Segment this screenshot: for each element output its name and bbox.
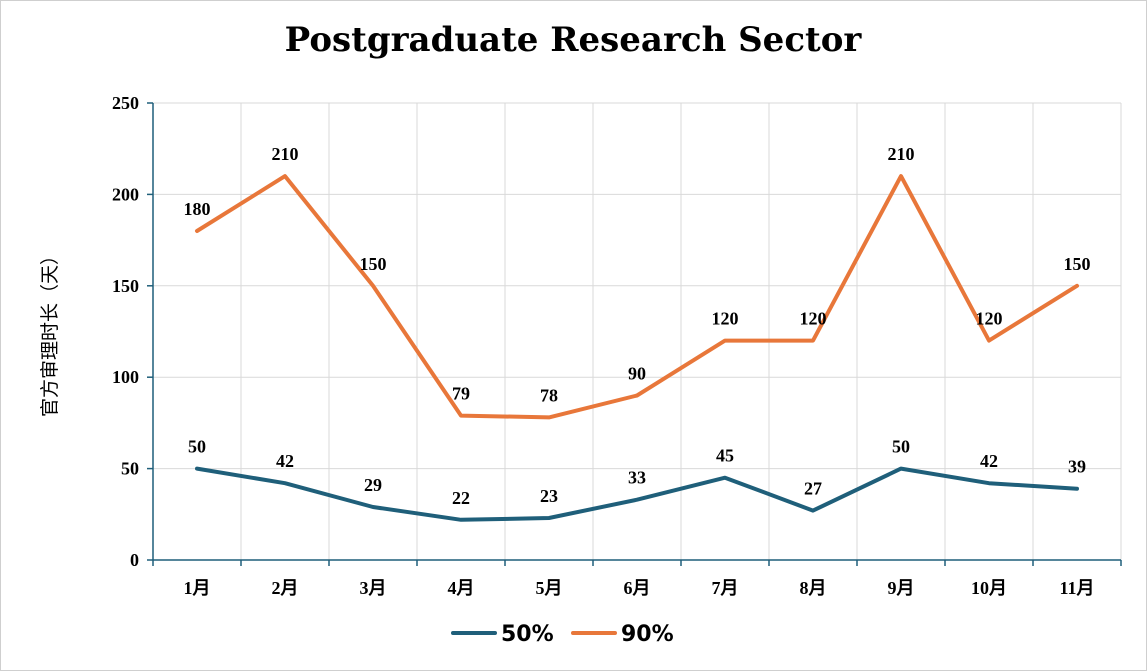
data-label: 120 <box>976 309 1003 329</box>
legend-label: 50% <box>501 622 554 647</box>
data-label: 120 <box>712 309 739 329</box>
axes <box>147 102 1122 566</box>
data-label: 150 <box>360 254 387 274</box>
gridlines <box>153 102 1122 560</box>
data-label: 90 <box>628 363 646 383</box>
legend-label: 90% <box>621 622 674 647</box>
y-tick-label: 100 <box>112 367 139 387</box>
y-tick-label: 150 <box>112 276 139 296</box>
y-tick-label: 250 <box>112 93 139 113</box>
y-tick-label: 50 <box>121 459 139 479</box>
data-labels: 50 42 29 22 23 33 45 27 50 42 39 180 210 150 79 78 90 120… <box>184 144 1091 508</box>
y-tick-label: 200 <box>112 184 139 204</box>
data-label: 27 <box>804 479 822 499</box>
x-tick-label: 2月 <box>272 578 299 598</box>
x-tick-label: 6月 <box>624 578 651 598</box>
data-label: 22 <box>452 488 470 508</box>
legend: 50% 90% <box>451 622 674 647</box>
y-tick-label: 0 <box>130 550 139 570</box>
x-tick-label: 8月 <box>800 578 827 598</box>
chart-title: Postgraduate Research Sector <box>285 20 863 60</box>
x-tick-label: 10月 <box>971 578 1007 598</box>
y-axis-label: 官方审理时长（天） <box>39 246 61 417</box>
x-tick-label: 3月 <box>360 578 387 598</box>
data-label: 42 <box>276 451 294 471</box>
x-tick-label: 11月 <box>1059 578 1094 598</box>
data-label: 180 <box>184 199 211 219</box>
data-label: 50 <box>892 437 910 457</box>
data-label: 50 <box>188 437 206 457</box>
series-lines <box>195 174 1079 522</box>
x-tick-label: 9月 <box>888 578 915 598</box>
series-line-1 <box>195 466 1079 522</box>
x-tick-label: 7月 <box>712 578 739 598</box>
data-label: 29 <box>364 475 382 495</box>
x-tick-label: 1月 <box>184 578 211 598</box>
data-label: 150 <box>1064 254 1091 274</box>
data-label: 79 <box>452 384 470 404</box>
data-label: 42 <box>980 451 998 471</box>
data-label: 120 <box>800 309 827 329</box>
data-label: 23 <box>540 486 558 506</box>
data-label: 45 <box>716 446 734 466</box>
x-tick-label: 4月 <box>448 578 475 598</box>
data-label: 210 <box>888 144 915 164</box>
series-line-2 <box>195 174 1079 420</box>
x-tick-label: 5月 <box>536 578 563 598</box>
tick-labels: 0 50 100 150 200 250 1月 2月 3月 4月 5月 6月 7月 8月 9月 10月 11月 <box>112 93 1095 598</box>
data-label: 78 <box>540 385 558 405</box>
data-label: 33 <box>628 468 646 488</box>
data-label: 210 <box>272 144 299 164</box>
data-label: 39 <box>1068 457 1086 477</box>
